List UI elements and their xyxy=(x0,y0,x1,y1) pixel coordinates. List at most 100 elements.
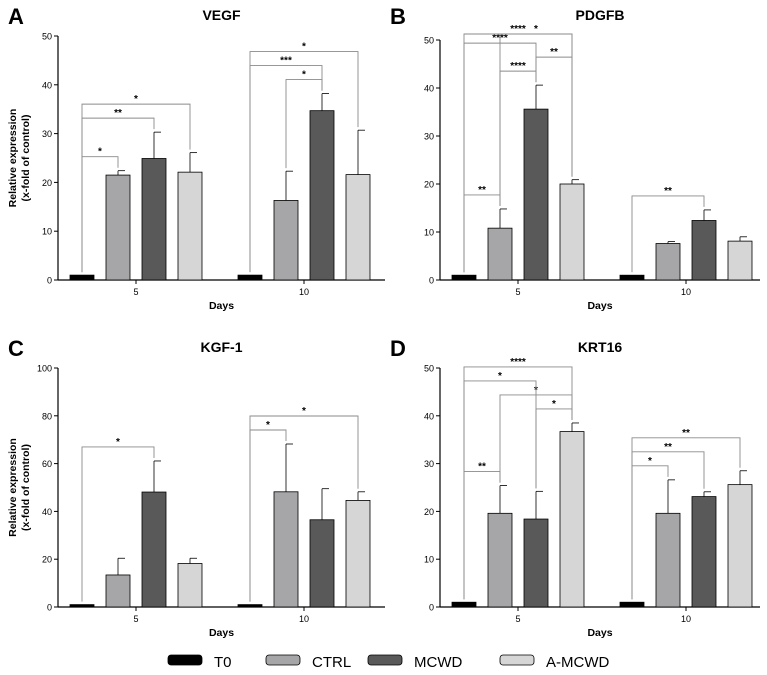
significance-label: * xyxy=(266,420,270,431)
significance-label: ** xyxy=(478,185,486,196)
bar-t0 xyxy=(451,601,477,608)
significance-label: * xyxy=(98,147,102,158)
significance-label: ** xyxy=(664,186,672,197)
panel-letter: A xyxy=(8,4,24,29)
bar-mcwd xyxy=(523,518,549,608)
chart-panel-a: A VEGF 0 10 20 30 40 50 Relative expression(x-fo… xyxy=(7,4,385,312)
bar-a-mcwd xyxy=(559,183,585,281)
x-tick-label: 10 xyxy=(299,614,309,624)
bar-t0 xyxy=(237,604,263,608)
y-tick-label: 40 xyxy=(424,411,434,421)
bar-a-mcwd xyxy=(559,431,585,608)
panel-title: KRT16 xyxy=(578,339,623,355)
x-tick-label: 5 xyxy=(515,614,520,624)
legend-swatch-mcwd xyxy=(367,654,403,666)
bar-mcwd xyxy=(309,519,335,608)
significance-label: * xyxy=(534,24,538,35)
x-tick-label: 5 xyxy=(133,614,138,624)
significance-label: * xyxy=(302,406,306,417)
bar-mcwd xyxy=(309,110,335,281)
legend-swatch-ctrl xyxy=(265,654,301,666)
panel-title: KGF-1 xyxy=(201,339,243,355)
y-tick-label: 10 xyxy=(424,555,434,565)
legend-swatch-t0 xyxy=(167,654,203,666)
y-tick-label: 30 xyxy=(424,132,434,142)
significance-label: * xyxy=(302,42,306,53)
legend: T0 CTRL MCWD A-MCWD xyxy=(167,654,609,671)
bar-ctrl xyxy=(273,200,299,281)
significance-bracket xyxy=(249,415,359,602)
x-axis-label: Days xyxy=(209,300,234,312)
panel-letter: B xyxy=(390,4,406,29)
bar-a-mcwd xyxy=(345,174,371,281)
significance-bracket xyxy=(463,33,573,273)
y-tick-label: 100 xyxy=(37,364,52,374)
panel-letter: C xyxy=(8,336,24,361)
x-axis-label: Days xyxy=(587,627,612,639)
y-tick-label: 0 xyxy=(429,276,434,286)
y-tick-label: 20 xyxy=(42,178,52,188)
panel-letter: D xyxy=(390,336,406,361)
significance-label: *** xyxy=(280,56,292,67)
bar-ctrl xyxy=(105,574,131,608)
y-tick-label: 60 xyxy=(42,459,52,469)
y-tick-label: 50 xyxy=(42,32,52,42)
y-tick-label: 30 xyxy=(42,129,52,139)
legend-label-t0: T0 xyxy=(214,654,232,671)
chart-panel-c: C KGF-1 0 20 40 60 80 100 Relative expression(x-… xyxy=(7,336,385,639)
y-tick-label: 0 xyxy=(47,276,52,286)
y-tick-label: 0 xyxy=(429,603,434,613)
x-tick-label: 10 xyxy=(681,287,691,297)
y-tick-label: 40 xyxy=(424,84,434,94)
y-tick-label: 50 xyxy=(424,364,434,374)
significance-label: ** xyxy=(478,462,486,473)
y-tick-label: 40 xyxy=(42,80,52,90)
y-axis-label: Relative expression(x-fold of control) xyxy=(7,109,32,208)
legend-label-a-mcwd: A-MCWD xyxy=(546,654,609,671)
x-tick-label: 5 xyxy=(133,287,138,297)
x-tick-label: 10 xyxy=(299,287,309,297)
significance-label: * xyxy=(498,371,502,382)
y-axis-label: Relative expression(x-fold of control) xyxy=(7,438,32,537)
bar-mcwd xyxy=(141,491,167,608)
legend-swatch-a-mcwd xyxy=(499,654,535,666)
bar-a-mcwd xyxy=(177,171,203,281)
y-tick-label: 10 xyxy=(424,228,434,238)
significance-bracket xyxy=(81,103,191,273)
legend-label-mcwd: MCWD xyxy=(414,654,462,671)
significance-label: ** xyxy=(682,428,690,439)
significance-bracket xyxy=(631,195,705,273)
y-tick-label: 80 xyxy=(42,411,52,421)
bar-t0 xyxy=(69,274,95,281)
x-tick-label: 10 xyxy=(681,614,691,624)
bar-ctrl xyxy=(105,174,131,281)
significance-bracket xyxy=(631,437,741,600)
significance-label: **** xyxy=(510,24,526,35)
y-tick-label: 10 xyxy=(42,227,52,237)
panel-title: VEGF xyxy=(202,7,241,23)
significance-bracket xyxy=(463,366,573,600)
bar-t0 xyxy=(237,274,263,281)
bar-ctrl xyxy=(487,512,513,608)
bar-a-mcwd xyxy=(177,563,203,608)
legend-label-ctrl: CTRL xyxy=(312,654,351,671)
bar-a-mcwd xyxy=(345,500,371,608)
bar-ctrl xyxy=(655,512,681,608)
y-tick-label: 50 xyxy=(424,36,434,46)
significance-label: **** xyxy=(510,61,526,72)
significance-label: ** xyxy=(114,108,122,119)
significance-label: ** xyxy=(550,47,558,58)
bar-mcwd xyxy=(691,220,717,281)
bar-t0 xyxy=(619,274,645,281)
bar-t0 xyxy=(619,601,645,608)
bar-mcwd xyxy=(691,496,717,608)
y-tick-label: 20 xyxy=(424,507,434,517)
bar-a-mcwd xyxy=(727,240,753,281)
significance-label: * xyxy=(648,456,652,467)
y-tick-label: 20 xyxy=(42,555,52,565)
bar-ctrl xyxy=(273,491,299,608)
bar-a-mcwd xyxy=(727,484,753,608)
significance-label: * xyxy=(302,70,306,81)
